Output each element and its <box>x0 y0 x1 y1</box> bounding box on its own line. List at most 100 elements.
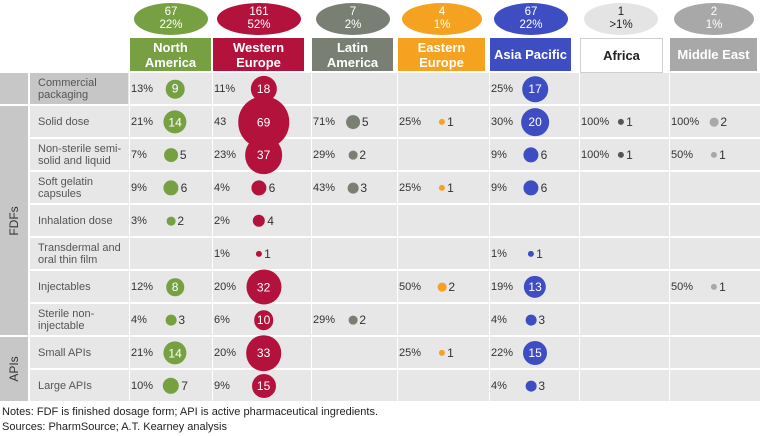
bubble-value: 1 <box>536 247 543 261</box>
region-total-share: 22% <box>519 19 543 31</box>
bubble-value: 3 <box>178 313 186 327</box>
data-bubble <box>523 180 539 196</box>
bubble-value: 1 <box>447 181 454 195</box>
data-bubble <box>525 314 537 326</box>
percent-label: 4% <box>491 314 507 326</box>
data-bubble <box>709 117 719 127</box>
bubble-value: 8 <box>171 280 179 294</box>
data-bubble <box>525 380 537 392</box>
region-total-count: 1 <box>617 6 625 18</box>
percent-label: 12% <box>131 281 154 293</box>
region-total-share: 1% <box>433 19 451 31</box>
row-band <box>30 271 760 302</box>
percent-label: 4% <box>214 182 230 194</box>
region-total-oval: 67 22% <box>134 3 208 35</box>
percent-label: 50% <box>671 281 694 293</box>
bubble-value: 4 <box>267 214 274 228</box>
data-bubble <box>165 314 177 326</box>
column-divider <box>129 73 130 403</box>
data-bubble: 10 <box>253 310 274 330</box>
bubble-value: 5 <box>179 148 187 162</box>
region-total-count: 161 <box>249 6 269 18</box>
bubble-value: 1 <box>626 148 633 162</box>
data-bubble: 37 <box>244 136 283 174</box>
region-header-africa: Africa <box>580 38 663 73</box>
percent-label: 25% <box>491 83 514 95</box>
region-total-share: 1% <box>705 19 723 31</box>
data-bubble: 8 <box>166 278 184 296</box>
percent-label: 20% <box>214 281 237 293</box>
bubble-value: 2 <box>448 280 456 294</box>
data-bubble <box>162 377 180 395</box>
bubble-value: 9 <box>171 82 179 96</box>
region-total-share: >1% <box>609 19 633 31</box>
percent-label: 21% <box>131 116 154 128</box>
row-band <box>30 106 760 137</box>
region-total-oval: 67 22% <box>494 3 568 35</box>
group-label-apis: APIs <box>0 337 28 401</box>
bubble-value: 3 <box>538 313 546 327</box>
percent-label: 2% <box>214 215 230 227</box>
data-bubble: 32 <box>246 269 282 305</box>
row-band <box>30 139 760 170</box>
percent-label: 43% <box>313 182 336 194</box>
bubble-value: 15 <box>256 379 271 393</box>
bubble-value: 33 <box>256 345 271 360</box>
region-header-eastern-europe: Eastern Europe <box>398 38 485 71</box>
bubble-value: 32 <box>256 280 271 294</box>
percent-label: 50% <box>671 149 694 161</box>
percent-label: 100% <box>581 116 610 128</box>
bubble-value: 14 <box>168 115 182 129</box>
bubble-value: 1 <box>719 280 726 294</box>
percent-label: 4% <box>491 380 507 392</box>
percent-label: 100% <box>581 149 610 161</box>
percent-label: 22% <box>491 347 514 359</box>
bubble-value: 6 <box>540 148 548 162</box>
column-divider <box>669 73 670 403</box>
percent-label: 25% <box>399 347 422 359</box>
bubble-value: 1 <box>264 247 271 261</box>
region-total-count: 67 <box>524 6 538 18</box>
percent-label: 43 <box>214 116 227 128</box>
notes-line: Notes: FDF is finished dosage form; API … <box>2 406 379 418</box>
percent-label: 25% <box>399 116 422 128</box>
percent-label: 50% <box>399 281 422 293</box>
data-bubble <box>252 214 266 228</box>
category-label: Transdermal and oral thin film <box>38 241 121 266</box>
region-header-asia-pacific: Asia Pacific <box>490 38 571 71</box>
region-total-oval: 4 1% <box>402 3 482 35</box>
data-bubble <box>347 182 359 194</box>
data-bubble <box>438 349 446 357</box>
percent-label: 11% <box>214 83 236 95</box>
column-divider <box>489 73 490 403</box>
bubble-value: 2 <box>720 115 728 129</box>
group-label-text: APIs <box>7 356 21 382</box>
data-bubble <box>251 180 267 196</box>
category-cell-highlight <box>30 73 128 104</box>
bubble-value: 13 <box>528 280 542 294</box>
bubble-value: 37 <box>256 147 271 162</box>
data-bubble: 15 <box>251 374 276 398</box>
percent-label: 19% <box>491 281 514 293</box>
percent-label: 9% <box>131 182 147 194</box>
bubble-value: 2 <box>177 214 185 228</box>
column-divider <box>579 73 580 403</box>
percent-label: 7% <box>131 149 147 161</box>
bubble-value: 6 <box>180 181 188 195</box>
region-header-north-america: North America <box>130 38 211 71</box>
group-label-fdfs: FDFs <box>0 106 28 335</box>
region-total-count: 2 <box>710 6 718 18</box>
region-total-oval: 7 2% <box>316 3 390 35</box>
data-bubble <box>166 216 176 226</box>
percent-label: 6% <box>214 314 230 326</box>
row-band <box>30 337 760 368</box>
region-total-share: 2% <box>344 19 362 31</box>
category-label: Non-sterile semi-solid and liquid <box>38 142 122 167</box>
bubble-value: 18 <box>256 81 271 96</box>
row-band <box>30 370 760 401</box>
data-bubble <box>255 250 263 258</box>
region-header-latin-america: Latin America <box>312 38 393 71</box>
percent-label: 9% <box>491 182 507 194</box>
data-bubble <box>438 184 446 192</box>
